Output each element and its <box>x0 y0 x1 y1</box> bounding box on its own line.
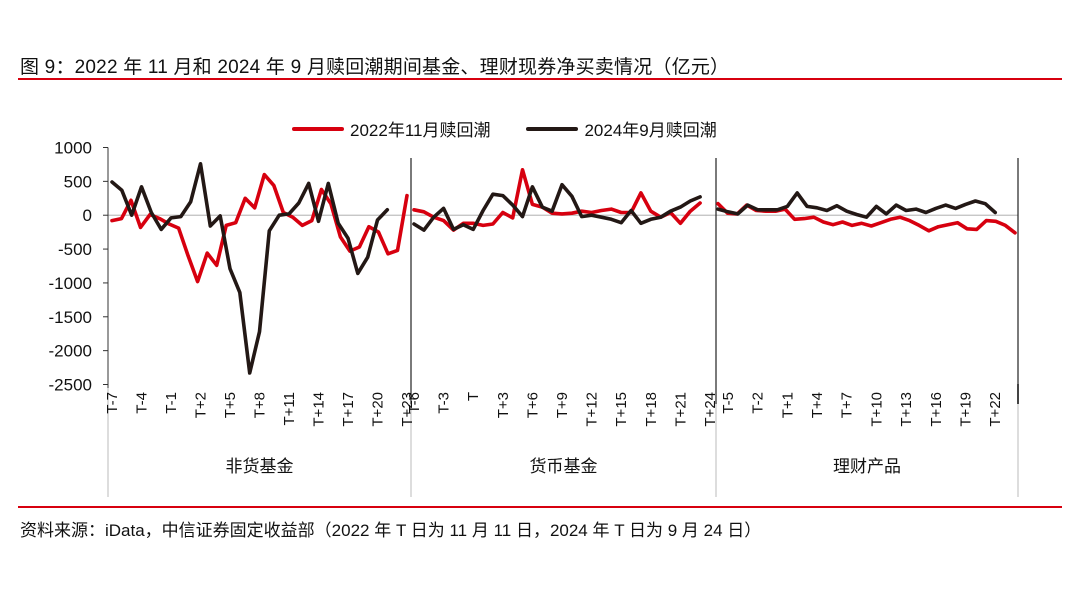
footer-divider <box>18 506 1062 508</box>
x-tick-label: T+14 <box>311 392 328 427</box>
x-tick-label: T+6 <box>524 392 541 418</box>
category-group-label: 货币基金 <box>530 457 598 476</box>
y-tick-label: 0 <box>83 206 92 225</box>
x-tick-label: T+12 <box>584 392 601 427</box>
series-2022-line <box>110 172 409 284</box>
category-group-label: 非货基金 <box>226 457 294 476</box>
x-tick-label: T+24 <box>702 392 719 427</box>
legend-swatch-2022-icon <box>292 126 344 131</box>
x-tick-label: T-1 <box>163 392 180 414</box>
x-tick-label: T-5 <box>720 392 737 414</box>
x-tick-label: T+8 <box>252 392 269 418</box>
x-tick-label: T+4 <box>809 392 826 418</box>
legend-item-2022: 2022年11月赎回潮 <box>292 116 490 141</box>
source-note: 资料来源：iData，中信证券固定收益部（2022 年 T 日为 11 月 11… <box>20 521 762 540</box>
x-tick-label: T+1 <box>779 392 796 418</box>
x-tick-label: T+5 <box>222 392 239 418</box>
legend-swatch-2024-icon <box>526 126 579 131</box>
x-tick-label: T+18 <box>643 392 660 427</box>
y-tick-label: -1500 <box>49 308 92 327</box>
x-tick-label: T-7 <box>104 392 121 414</box>
series-2024-line <box>110 162 390 375</box>
y-tick-label: -2000 <box>49 342 92 361</box>
chart-title: 图 9：2022 年 11 月和 2024 年 9 月赎回潮期间基金、理财现券净… <box>20 57 730 78</box>
x-tick-label: T+20 <box>370 392 387 427</box>
panel-1: T-7 T-4 T-1 T+2 T+5 T+8 T+11 T+14 T+17 T+20 T+23 非货… <box>104 162 416 476</box>
title-divider <box>18 78 1062 80</box>
legend-label-2024: 2024年9月赎回潮 <box>584 121 717 140</box>
chart-legend: 2022年11月赎回潮 2024年9月赎回潮 <box>292 116 753 141</box>
legend-item-2024: 2024年9月赎回潮 <box>526 116 717 141</box>
x-tick-label: T+7 <box>839 392 856 418</box>
x-tick-label: T+17 <box>340 392 357 427</box>
x-tick-label: T+16 <box>928 392 945 427</box>
series-2024-line <box>716 191 998 219</box>
category-group-label: 理财产品 <box>833 457 901 476</box>
x-tick-label: T+13 <box>898 392 915 427</box>
x-tick-label: T-6 <box>406 392 423 414</box>
y-tick-label: -2500 <box>49 376 92 395</box>
y-tick-label: 1000 <box>54 139 92 158</box>
x-tick-label: T+19 <box>958 392 975 427</box>
x-tick-label: T+22 <box>987 392 1004 427</box>
y-tick-label: -1000 <box>49 274 92 293</box>
x-tick-label: T+9 <box>554 392 571 418</box>
x-tick-label: T+10 <box>868 392 885 427</box>
panel-2: T-6 T-3 T T+3 T+6 T+9 T+12 T+15 T+18 T+21 T+24 货币基金 <box>406 168 719 476</box>
x-tick-label: T+11 <box>281 392 298 426</box>
x-tick-label: T+15 <box>613 392 630 427</box>
series-2024-line <box>412 182 702 232</box>
x-tick-label: T-4 <box>134 392 151 414</box>
x-tick-label: T+23 <box>399 392 416 427</box>
x-tick-label: T+2 <box>193 392 210 418</box>
x-tick-label: T+21 <box>672 392 689 427</box>
legend-label-2022: 2022年11月赎回潮 <box>350 121 491 140</box>
x-tick-label: T+3 <box>495 392 512 418</box>
panel-3: T-5 T-2 T+1 T+4 T+7 T+10 T+13 T+16 T+19 T+22 理财产品 <box>716 191 1017 476</box>
y-tick-label: 500 <box>64 172 92 191</box>
x-tick-label: T-2 <box>750 392 767 414</box>
x-tick-label: T-3 <box>436 392 453 414</box>
y-tick-label: -500 <box>58 240 92 259</box>
x-tick-label: T <box>465 392 482 401</box>
